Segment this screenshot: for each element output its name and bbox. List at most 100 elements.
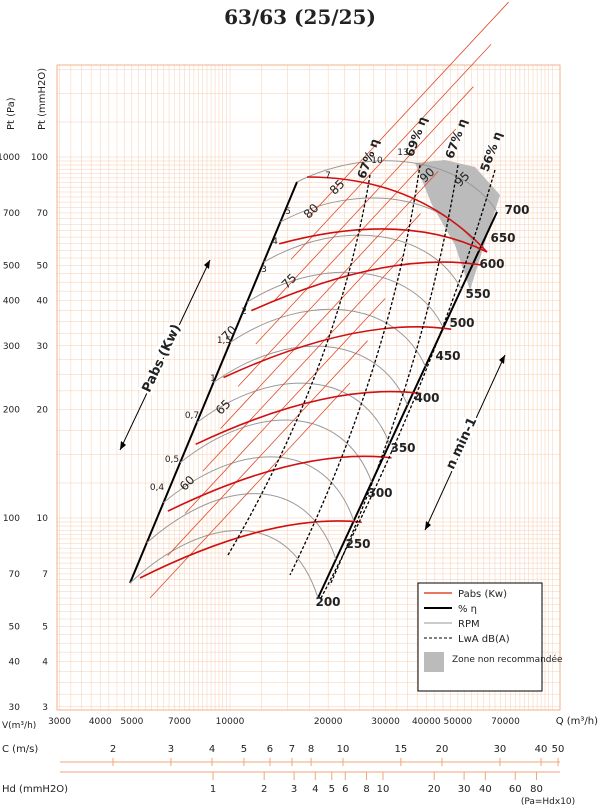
y-tick-pa: 1000 bbox=[0, 153, 20, 163]
c-tick: 5 bbox=[241, 744, 247, 755]
x-tick: 30000 bbox=[371, 717, 400, 727]
hd-tick: 40 bbox=[479, 784, 492, 795]
x-tick: 40000 bbox=[412, 717, 441, 727]
pabs-label: 0,4 bbox=[150, 483, 165, 493]
hd-tick: 3 bbox=[291, 784, 297, 795]
efficiency-label: 56% η bbox=[478, 130, 505, 174]
hd-tick: 1 bbox=[210, 784, 216, 795]
rpm-curve bbox=[129, 529, 319, 599]
pabs-line bbox=[290, 44, 492, 260]
x-tick: 70000 bbox=[491, 717, 520, 727]
curves bbox=[129, 1, 509, 601]
pabs-curve bbox=[223, 326, 452, 379]
y-tick-pa: 50 bbox=[9, 623, 21, 633]
hd-label: Hd (mmH2O) bbox=[2, 784, 68, 795]
x-tick: 20000 bbox=[314, 717, 343, 727]
pabs-label: 0,5 bbox=[165, 455, 179, 465]
pabs-label: 4 bbox=[272, 237, 278, 247]
pabs-curve bbox=[278, 228, 488, 253]
arrow bbox=[119, 259, 211, 451]
hd-tick: 5 bbox=[329, 784, 335, 795]
pabs-curve bbox=[251, 261, 482, 312]
pabs-label: 1,5 bbox=[217, 336, 231, 346]
rpm-curve bbox=[146, 493, 337, 560]
rpm-curve bbox=[296, 160, 498, 213]
plot-frame bbox=[56, 64, 561, 711]
pabs-label: 2 bbox=[241, 307, 247, 317]
c-tick: 2 bbox=[110, 744, 116, 755]
legend bbox=[417, 582, 543, 692]
hd-tick: 20 bbox=[428, 784, 441, 795]
c-tick: 20 bbox=[436, 744, 449, 755]
hd-tick: 2 bbox=[261, 784, 267, 795]
efficiency-curve bbox=[289, 164, 421, 576]
c-tick: 7 bbox=[289, 744, 295, 755]
x-tick: 10000 bbox=[216, 717, 245, 727]
y-tick-mm: 30 bbox=[37, 342, 49, 352]
legend-label: RPM bbox=[458, 619, 480, 630]
y-tick-mm: 7 bbox=[42, 570, 48, 580]
efficiency-label: 69% η bbox=[403, 115, 430, 159]
legend-label: LwA dB(A) bbox=[458, 634, 510, 645]
rpm-label: 500 bbox=[449, 316, 474, 330]
efficiency-curve bbox=[227, 174, 371, 556]
hd-tick: 10 bbox=[377, 784, 390, 795]
y-tick-pa: 70 bbox=[9, 570, 21, 580]
pabs-line bbox=[273, 86, 474, 302]
y-tick-mm: 10 bbox=[37, 514, 49, 524]
y-tick-pa: 40 bbox=[9, 658, 21, 668]
x-tick: 50000 bbox=[444, 717, 473, 727]
rpm-label: 200 bbox=[315, 595, 340, 609]
y-tick-mm: 40 bbox=[37, 297, 49, 307]
efficiency-curve bbox=[329, 164, 459, 586]
c-tick: 50 bbox=[552, 744, 565, 755]
arrow bbox=[424, 354, 506, 531]
pabs-label: 10 bbox=[371, 156, 383, 166]
hd-tick: 6 bbox=[342, 784, 348, 795]
y-tick-mm: 4 bbox=[42, 658, 48, 668]
pabs-curve bbox=[167, 455, 392, 512]
y-tick-pa: 200 bbox=[3, 405, 20, 415]
y-tick-pa: 100 bbox=[3, 514, 20, 524]
lwa-label: 65 bbox=[213, 397, 234, 418]
c-tick: 3 bbox=[168, 744, 174, 755]
rpm-curve bbox=[246, 271, 444, 329]
c-label: C (m/s) bbox=[2, 744, 38, 755]
hd-tick: 4 bbox=[312, 784, 318, 795]
rpm-label: 550 bbox=[465, 287, 490, 301]
rpm-label: 450 bbox=[435, 349, 460, 363]
y-label-mm: Pt (mmH2O) bbox=[37, 68, 48, 130]
pabs-label: 1 bbox=[210, 374, 216, 384]
pabs-line bbox=[255, 128, 457, 345]
c-tick: 10 bbox=[337, 744, 350, 755]
c-tick: 4 bbox=[209, 744, 215, 755]
c-tick: 15 bbox=[395, 744, 408, 755]
x-tick: 4000 bbox=[89, 717, 112, 727]
c-tick: 40 bbox=[535, 744, 548, 755]
pabs-label: 0,7 bbox=[185, 411, 199, 421]
pabs-line bbox=[202, 255, 404, 472]
pabs-line bbox=[220, 213, 421, 429]
rpm-label: 350 bbox=[390, 441, 415, 455]
x-label-q: Q (m³/h) bbox=[556, 716, 598, 727]
c-tick: 30 bbox=[494, 744, 507, 755]
pabs-label: 13 bbox=[397, 148, 408, 158]
y-tick-pa: 400 bbox=[3, 297, 20, 307]
c-tick: 6 bbox=[267, 744, 273, 755]
rpm-label: 300 bbox=[367, 486, 392, 500]
pabs-curve bbox=[306, 176, 488, 253]
legend-label: Zone non recommandée bbox=[452, 654, 563, 665]
legend-label: Pabs (Kw) bbox=[458, 589, 507, 600]
c-tick: 8 bbox=[308, 744, 314, 755]
hd-tick: 8 bbox=[363, 784, 369, 795]
rpm-curve bbox=[263, 234, 462, 290]
y-tick-mm: 20 bbox=[37, 405, 49, 415]
pabs-line bbox=[167, 340, 368, 556]
y-tick-pa: 700 bbox=[3, 209, 20, 219]
pabs-line bbox=[149, 382, 351, 599]
x-tick: 5000 bbox=[120, 717, 143, 727]
pabs-curve bbox=[195, 390, 422, 446]
pabs-label: 7 bbox=[325, 171, 331, 181]
x-tick: 7000 bbox=[168, 717, 191, 727]
